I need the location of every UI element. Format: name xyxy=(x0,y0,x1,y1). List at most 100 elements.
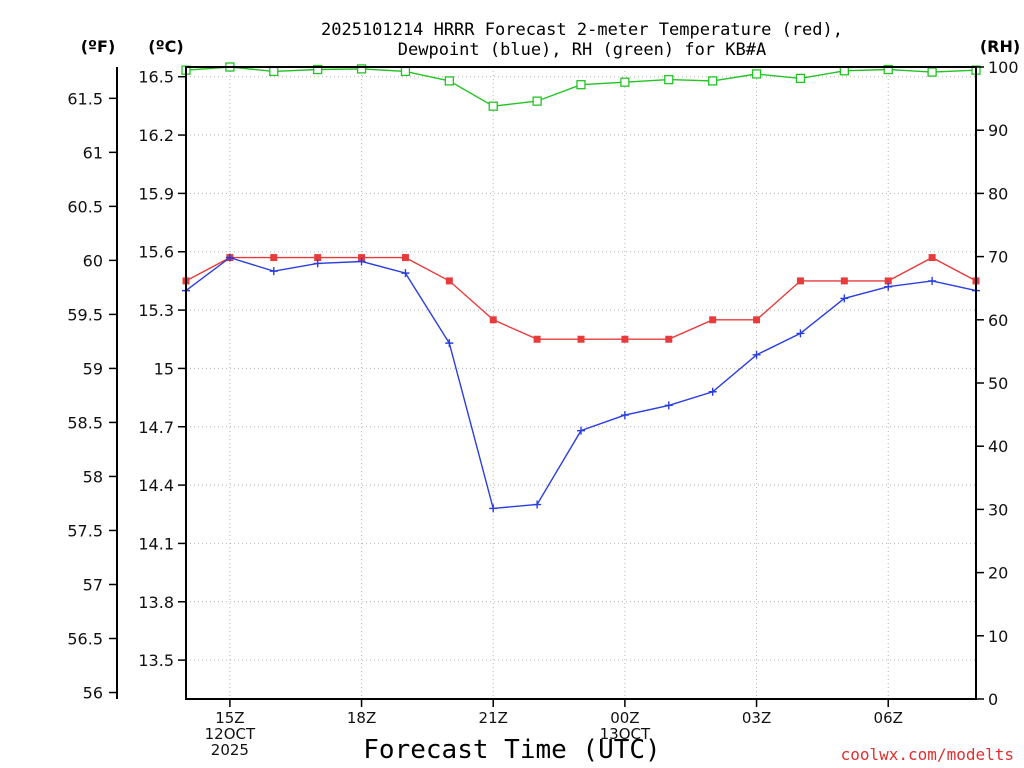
rh-point xyxy=(356,64,367,74)
fahrenheit-unit-label: (ºF) xyxy=(81,37,116,56)
dewpoint-point xyxy=(796,329,805,338)
rh-point xyxy=(444,76,454,86)
time-tick-label: 18Z xyxy=(347,709,376,727)
temperature-point xyxy=(401,254,409,262)
rh-point xyxy=(488,101,498,111)
rh-tick-label: 50 xyxy=(988,374,1008,393)
temperature-point xyxy=(709,316,717,324)
celsius-tick-label: 15.3 xyxy=(138,301,174,320)
dewpoint-point xyxy=(884,282,893,291)
celsius-axis: 16.5 16.2 15.9 15.6 15.3 15 14.7 14.4 14.1 13.8 13… xyxy=(138,68,186,670)
fahrenheit-tick-label: 59.5 xyxy=(67,305,103,324)
time-tick-label: 21Z xyxy=(479,709,508,727)
rh-point xyxy=(400,66,411,77)
rh-tick-label: 30 xyxy=(988,500,1008,519)
fahrenheit-tick-label: 58.5 xyxy=(67,413,103,432)
temperature-point xyxy=(270,254,278,262)
fahrenheit-tick-label: 61.5 xyxy=(67,89,103,108)
chart-title-line2: Dewpoint (blue), RH (green) for KB#A xyxy=(398,40,766,60)
source-credit: coolwx.com/modelts xyxy=(841,745,1014,764)
dewpoint-point xyxy=(401,269,410,278)
temperature-line xyxy=(185,256,977,340)
celsius-tick-label: 14.1 xyxy=(138,534,174,553)
rh-tick-label: 60 xyxy=(988,311,1008,330)
rh-tick-label: 70 xyxy=(988,248,1008,267)
celsius-unit-label: (ºC) xyxy=(148,37,183,56)
dewpoint-point xyxy=(225,253,234,262)
dewpoint-point xyxy=(928,276,937,285)
temperature-point xyxy=(840,277,848,285)
rh-point xyxy=(708,76,718,86)
temperature-point xyxy=(533,335,541,343)
temperature-point xyxy=(665,335,673,343)
rh-point xyxy=(532,96,542,106)
rh-point xyxy=(664,74,674,85)
celsius-tick-label: 14.7 xyxy=(138,418,174,437)
fahrenheit-tick-label: 57 xyxy=(83,575,103,594)
temperature-point xyxy=(796,277,804,285)
plot-frame xyxy=(185,66,977,700)
rh-point xyxy=(576,80,586,90)
celsius-tick-label: 15.6 xyxy=(138,243,174,262)
data-series xyxy=(181,62,981,513)
rh-point xyxy=(751,69,762,79)
time-tick-label: 15Z xyxy=(215,709,244,727)
time-tick-label: 03Z xyxy=(742,709,771,727)
dewpoint-point xyxy=(664,401,673,410)
time-tick-label: 00Z xyxy=(610,709,639,727)
fahrenheit-tick-label: 60.5 xyxy=(67,197,103,216)
celsius-tick-label: 16.5 xyxy=(138,68,174,87)
dewpoint-point xyxy=(752,350,761,359)
rh-point xyxy=(313,64,323,75)
x-axis-label: Forecast Time (UTC) xyxy=(363,735,660,765)
celsius-tick-label: 15.9 xyxy=(138,184,174,203)
rh-tick-label: 40 xyxy=(988,437,1008,456)
dewpoint-point xyxy=(577,426,585,435)
fahrenheit-tick-label: 61 xyxy=(83,143,103,162)
dewpoint-point xyxy=(708,387,717,396)
fahrenheit-tick-label: 57.5 xyxy=(67,521,103,540)
fahrenheit-tick-label: 59 xyxy=(83,359,103,378)
celsius-tick-label: 13.8 xyxy=(138,593,174,612)
temperature-point xyxy=(314,254,322,262)
chart-title-line1: 2025101214 HRRR Forecast 2-meter Tempera… xyxy=(321,20,843,40)
dewpoint-series xyxy=(182,253,980,513)
rh-tick-label: 100 xyxy=(988,58,1019,77)
celsius-tick-label: 15 xyxy=(154,359,174,378)
rh-tick-label: 90 xyxy=(988,121,1008,140)
temperature-point xyxy=(884,277,892,285)
time-tick-label: 2025 xyxy=(211,741,249,759)
temperature-point xyxy=(753,316,761,324)
rh-unit-label: (RH) xyxy=(980,37,1020,56)
celsius-tick-label: 13.5 xyxy=(138,651,174,670)
temperature-series xyxy=(182,254,980,343)
dewpoint-point xyxy=(533,500,542,509)
dewpoint-point xyxy=(269,267,278,276)
rh-point xyxy=(269,66,279,77)
grid-lines xyxy=(186,67,976,699)
rh-series xyxy=(181,62,981,111)
temperature-point xyxy=(445,277,453,285)
fahrenheit-tick-label: 56 xyxy=(83,684,103,703)
rh-point xyxy=(620,77,630,87)
temperature-point xyxy=(577,335,585,343)
rh-tick-label: 0 xyxy=(988,690,998,709)
temperature-point xyxy=(928,254,936,262)
rh-tick-label: 80 xyxy=(988,184,1008,203)
dewpoint-point xyxy=(840,294,849,303)
time-tick-label: 12OCT xyxy=(205,725,256,743)
rh-point xyxy=(795,73,806,84)
rh-point xyxy=(883,64,893,75)
dewpoint-point xyxy=(445,339,454,348)
celsius-tick-label: 14.4 xyxy=(138,476,174,495)
dewpoint-point xyxy=(357,257,366,266)
celsius-tick-label: 16.2 xyxy=(138,126,174,145)
rh-tick-label: 10 xyxy=(988,627,1008,646)
fahrenheit-axis: 61.5 61 60.5 60 59.5 59 58.5 58 57.5 57 56.5 56 xyxy=(67,89,117,703)
dewpoint-point xyxy=(489,504,498,513)
fahrenheit-tick-label: 60 xyxy=(83,251,103,270)
temperature-point xyxy=(489,316,497,324)
